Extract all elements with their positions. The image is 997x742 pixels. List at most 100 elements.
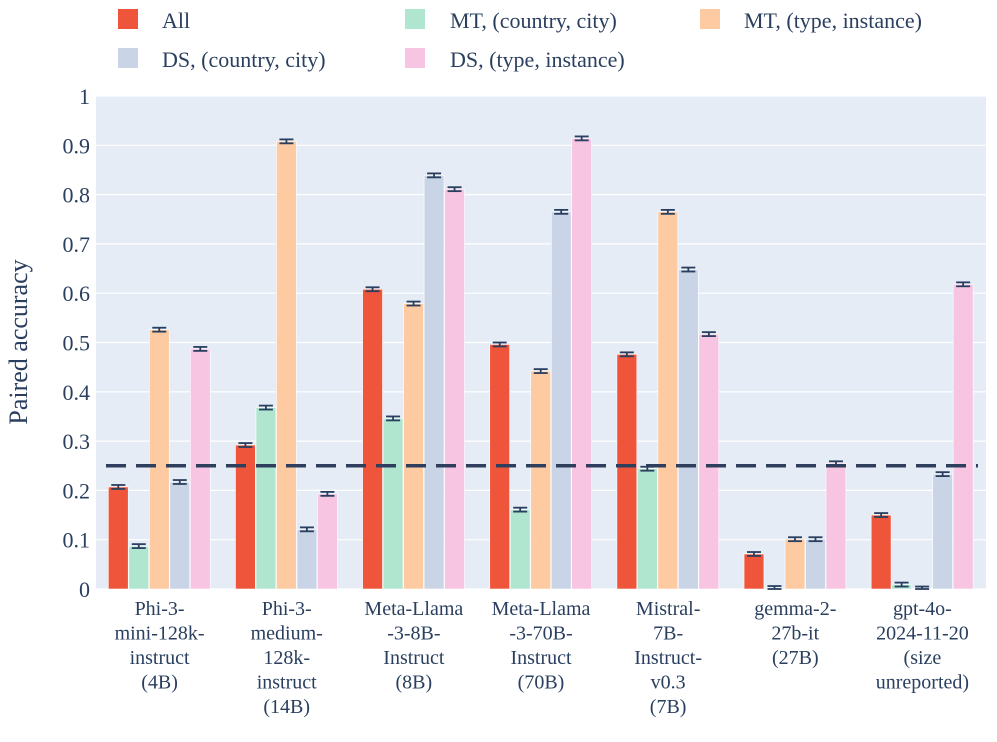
bar[interactable] bbox=[825, 462, 847, 590]
y-tick-label: 0.6 bbox=[63, 281, 91, 306]
y-tick-label: 0.2 bbox=[63, 478, 91, 503]
bar[interactable] bbox=[637, 468, 658, 590]
error-bar bbox=[956, 281, 971, 288]
x-category-label: gemma-2-27b-it (27B) bbox=[754, 598, 836, 669]
bar[interactable] bbox=[743, 553, 765, 590]
bar[interactable] bbox=[509, 509, 531, 590]
y-tick-label: 1 bbox=[79, 84, 90, 109]
x-axis-categories: Phi-3-mini-128k-instruct (4B) Phi-3-medium… bbox=[115, 598, 970, 718]
legend: All MT, (country, city) MT, (type, insta… bbox=[118, 8, 922, 72]
x-category-label: Mistral-7B-Instruct-v0.3 (7B) bbox=[634, 598, 702, 718]
bar[interactable] bbox=[128, 545, 150, 590]
bar[interactable] bbox=[403, 303, 424, 590]
bar[interactable] bbox=[784, 538, 806, 590]
bar[interactable] bbox=[805, 538, 826, 590]
error-bar bbox=[365, 286, 380, 293]
bar[interactable] bbox=[657, 211, 679, 590]
bar[interactable] bbox=[362, 288, 383, 590]
legend-swatch bbox=[700, 9, 720, 29]
y-tick-label: 0.9 bbox=[63, 133, 91, 158]
y-tick-label: 0.4 bbox=[63, 380, 91, 405]
error-bar bbox=[533, 368, 548, 374]
bar[interactable] bbox=[932, 473, 953, 590]
error-bar bbox=[915, 585, 930, 590]
error-bar bbox=[152, 326, 167, 333]
legend-label: MT, (country, city) bbox=[450, 8, 617, 33]
error-bar bbox=[447, 186, 462, 193]
bar[interactable] bbox=[108, 486, 129, 590]
y-tick-label: 0 bbox=[79, 577, 90, 602]
legend-item-ds-type-instance[interactable]: DS, (type, instance) bbox=[405, 47, 625, 72]
legend-label: DS, (country, city) bbox=[162, 47, 326, 72]
error-bars-layer bbox=[111, 135, 971, 590]
legend-item-mt-country-city[interactable]: MT, (country, city) bbox=[405, 8, 617, 33]
y-axis-ticks: 0 0.1 0.2 0.3 0.4 0.5 0.6 0.7 0.8 0.9 1 bbox=[63, 84, 91, 602]
bar[interactable] bbox=[444, 188, 465, 590]
error-bar bbox=[513, 506, 528, 513]
bar[interactable] bbox=[550, 211, 572, 590]
legend-swatch bbox=[405, 9, 425, 29]
legend-item-all[interactable]: All bbox=[118, 8, 190, 33]
bar[interactable] bbox=[952, 284, 974, 590]
x-category-label: Phi-3-mini-128k-instruct (4B) bbox=[115, 598, 205, 694]
error-bar bbox=[574, 135, 589, 142]
error-bar bbox=[746, 551, 761, 557]
bar[interactable] bbox=[678, 269, 699, 590]
bar[interactable] bbox=[190, 348, 211, 590]
error-bar bbox=[935, 471, 950, 478]
x-category-label: Meta-Llama -3-70B-Instruct (70B) bbox=[492, 598, 591, 694]
legend-swatch bbox=[118, 9, 138, 29]
y-tick-label: 0.3 bbox=[63, 429, 91, 454]
error-bar bbox=[386, 415, 401, 422]
error-bar bbox=[681, 266, 696, 273]
error-bar bbox=[131, 543, 146, 549]
bar[interactable] bbox=[255, 407, 277, 590]
bar[interactable] bbox=[149, 329, 170, 590]
error-bar bbox=[787, 536, 802, 543]
y-tick-label: 0.1 bbox=[63, 528, 91, 553]
error-bar bbox=[619, 351, 634, 358]
y-tick-label: 0.8 bbox=[63, 183, 91, 208]
error-bar bbox=[406, 300, 421, 307]
error-bar bbox=[172, 479, 187, 485]
error-bar bbox=[238, 442, 253, 448]
error-bar bbox=[492, 341, 507, 348]
legend-swatch bbox=[405, 48, 425, 68]
legend-label: MT, (type, instance) bbox=[744, 8, 922, 33]
legend-label: DS, (type, instance) bbox=[450, 47, 625, 72]
legend-swatch bbox=[118, 48, 138, 68]
error-bar bbox=[874, 512, 889, 518]
y-tick-label: 0.7 bbox=[63, 232, 91, 257]
bar[interactable] bbox=[317, 493, 338, 590]
error-bar bbox=[894, 581, 909, 588]
legend-label: All bbox=[162, 8, 190, 33]
bar[interactable] bbox=[296, 529, 318, 590]
bar[interactable] bbox=[382, 418, 404, 590]
error-bar bbox=[554, 208, 569, 215]
bar[interactable] bbox=[423, 175, 445, 590]
bar[interactable] bbox=[276, 141, 297, 590]
bar[interactable] bbox=[571, 138, 592, 590]
error-bar bbox=[808, 536, 823, 543]
bars-layer bbox=[108, 138, 974, 590]
x-category-label: Phi-3-medium-128k-instruct (14B) bbox=[251, 598, 323, 718]
error-bar bbox=[279, 138, 294, 145]
bar[interactable] bbox=[616, 354, 638, 590]
y-axis-title: Paired accuracy bbox=[4, 259, 33, 424]
bar[interactable] bbox=[169, 481, 191, 590]
bar[interactable] bbox=[698, 333, 720, 590]
x-category-label: Meta-Llama -3-8B-Instruct (8B) bbox=[364, 598, 463, 694]
legend-item-mt-type-instance[interactable]: MT, (type, instance) bbox=[700, 8, 922, 33]
error-bar bbox=[660, 208, 675, 215]
x-category-label: gpt-4o-2024-11-20 (size unreported) bbox=[876, 598, 969, 694]
bar[interactable] bbox=[530, 370, 551, 590]
y-tick-label: 0.5 bbox=[63, 331, 91, 356]
error-bar bbox=[111, 484, 126, 490]
bar[interactable] bbox=[870, 514, 892, 590]
error-bar bbox=[427, 172, 442, 179]
error-bar bbox=[767, 585, 782, 590]
error-bar bbox=[299, 526, 314, 533]
error-bar bbox=[701, 331, 716, 337]
legend-item-ds-country-city[interactable]: DS, (country, city) bbox=[118, 47, 326, 72]
